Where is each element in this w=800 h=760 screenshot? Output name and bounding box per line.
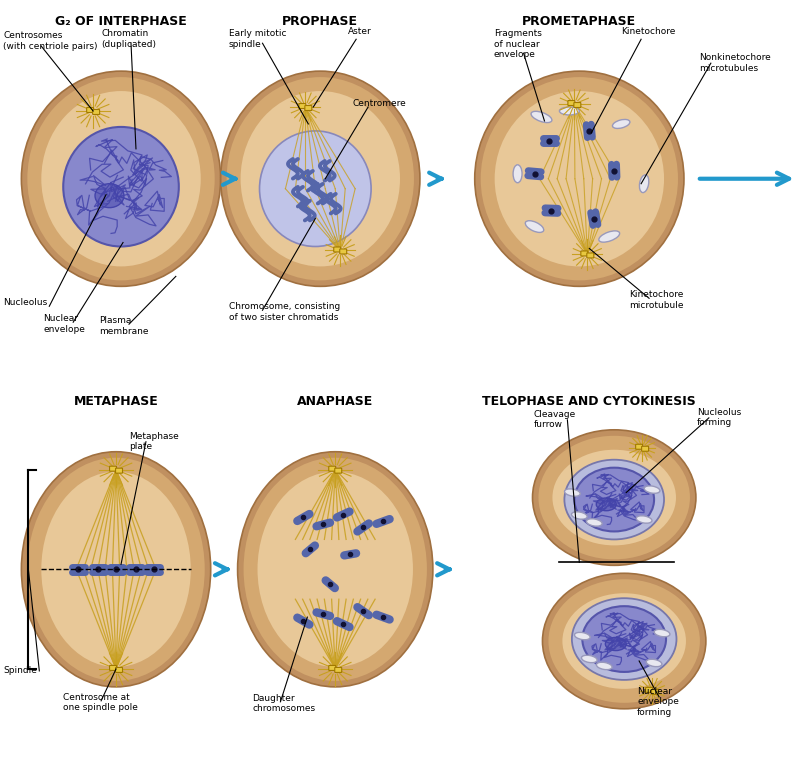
Ellipse shape xyxy=(654,629,670,637)
Ellipse shape xyxy=(559,107,579,115)
Ellipse shape xyxy=(564,460,664,540)
Ellipse shape xyxy=(513,165,522,182)
Text: Plasma
membrane: Plasma membrane xyxy=(99,316,149,336)
Ellipse shape xyxy=(22,451,210,687)
Text: Centrosomes
(with centriole pairs): Centrosomes (with centriole pairs) xyxy=(3,31,98,51)
Ellipse shape xyxy=(599,231,620,242)
FancyBboxPatch shape xyxy=(581,251,588,256)
Ellipse shape xyxy=(542,573,706,709)
FancyBboxPatch shape xyxy=(636,445,642,449)
Ellipse shape xyxy=(226,77,414,280)
Ellipse shape xyxy=(221,71,420,287)
FancyBboxPatch shape xyxy=(340,249,346,254)
Ellipse shape xyxy=(27,77,214,280)
Text: PROPHASE: PROPHASE xyxy=(282,15,358,28)
FancyBboxPatch shape xyxy=(334,667,342,673)
Text: Early mitotic
spindle: Early mitotic spindle xyxy=(229,30,286,49)
FancyBboxPatch shape xyxy=(646,687,653,692)
Ellipse shape xyxy=(644,486,660,493)
Text: Centromere: Centromere xyxy=(352,99,406,108)
FancyBboxPatch shape xyxy=(115,468,122,473)
Ellipse shape xyxy=(586,519,602,526)
Ellipse shape xyxy=(596,498,616,511)
Text: Nonkinetochore
microtubules: Nonkinetochore microtubules xyxy=(699,53,770,73)
FancyBboxPatch shape xyxy=(568,100,575,106)
Ellipse shape xyxy=(549,579,700,703)
Ellipse shape xyxy=(582,606,666,672)
Ellipse shape xyxy=(613,119,630,128)
Ellipse shape xyxy=(646,659,662,667)
Ellipse shape xyxy=(574,467,654,531)
FancyBboxPatch shape xyxy=(329,666,336,670)
Ellipse shape xyxy=(553,450,676,546)
FancyBboxPatch shape xyxy=(93,109,100,115)
FancyBboxPatch shape xyxy=(651,689,658,695)
Ellipse shape xyxy=(571,511,587,519)
FancyBboxPatch shape xyxy=(587,253,594,258)
Ellipse shape xyxy=(639,175,649,192)
Text: Chromosome, consisting
of two sister chromatids: Chromosome, consisting of two sister chr… xyxy=(229,302,340,321)
Text: Daughter
chromosomes: Daughter chromosomes xyxy=(253,694,316,713)
Ellipse shape xyxy=(636,516,652,523)
Text: TELOPHASE AND CYTOKINESIS: TELOPHASE AND CYTOKINESIS xyxy=(482,395,696,408)
Ellipse shape xyxy=(63,127,179,246)
Ellipse shape xyxy=(95,184,124,207)
Ellipse shape xyxy=(582,655,597,663)
Ellipse shape xyxy=(596,662,612,670)
Ellipse shape xyxy=(259,131,371,246)
Ellipse shape xyxy=(42,472,190,667)
Text: Fragments
of nuclear
envelope: Fragments of nuclear envelope xyxy=(494,30,542,59)
Ellipse shape xyxy=(241,91,400,267)
Ellipse shape xyxy=(565,489,580,496)
Ellipse shape xyxy=(533,430,696,565)
Ellipse shape xyxy=(572,598,677,680)
Text: Kinetochore: Kinetochore xyxy=(621,27,675,36)
Ellipse shape xyxy=(243,458,427,681)
Text: Kinetochore
microtubule: Kinetochore microtubule xyxy=(629,290,684,310)
Text: Nuclear
envelope: Nuclear envelope xyxy=(43,314,85,334)
Ellipse shape xyxy=(42,91,201,267)
Ellipse shape xyxy=(22,71,221,287)
Text: G₂ OF INTERPHASE: G₂ OF INTERPHASE xyxy=(55,15,187,28)
Ellipse shape xyxy=(526,220,544,233)
FancyBboxPatch shape xyxy=(110,666,117,670)
FancyBboxPatch shape xyxy=(299,103,306,109)
Ellipse shape xyxy=(481,77,678,280)
FancyBboxPatch shape xyxy=(305,106,312,110)
Ellipse shape xyxy=(538,435,690,559)
FancyBboxPatch shape xyxy=(115,667,122,673)
Ellipse shape xyxy=(258,472,413,667)
FancyBboxPatch shape xyxy=(110,466,117,471)
Ellipse shape xyxy=(238,451,433,687)
Ellipse shape xyxy=(474,71,684,287)
Ellipse shape xyxy=(27,458,205,681)
FancyBboxPatch shape xyxy=(642,446,649,451)
Text: Chromatin
(duplicated): Chromatin (duplicated) xyxy=(101,30,156,49)
Ellipse shape xyxy=(574,632,590,640)
FancyBboxPatch shape xyxy=(574,103,581,107)
Text: Spindle: Spindle xyxy=(3,667,38,676)
Text: Centrosome at
one spindle pole: Centrosome at one spindle pole xyxy=(63,693,138,712)
FancyBboxPatch shape xyxy=(334,468,342,473)
Text: PROMETAPHASE: PROMETAPHASE xyxy=(522,15,637,28)
Text: METAPHASE: METAPHASE xyxy=(74,395,158,408)
Ellipse shape xyxy=(606,638,626,651)
Text: Aster: Aster xyxy=(348,27,372,36)
Text: Cleavage
furrow: Cleavage furrow xyxy=(534,410,576,429)
Ellipse shape xyxy=(531,111,552,122)
FancyBboxPatch shape xyxy=(329,466,336,471)
Text: ANAPHASE: ANAPHASE xyxy=(297,395,374,408)
FancyBboxPatch shape xyxy=(86,107,94,112)
Ellipse shape xyxy=(562,594,686,689)
Ellipse shape xyxy=(494,91,664,267)
FancyBboxPatch shape xyxy=(334,247,341,252)
Text: Nuclear
envelope
forming: Nuclear envelope forming xyxy=(637,687,679,717)
Text: Nucleolus: Nucleolus xyxy=(3,298,48,307)
Text: Metaphase
plate: Metaphase plate xyxy=(129,432,178,451)
Text: Nucleolus
forming: Nucleolus forming xyxy=(697,408,741,427)
